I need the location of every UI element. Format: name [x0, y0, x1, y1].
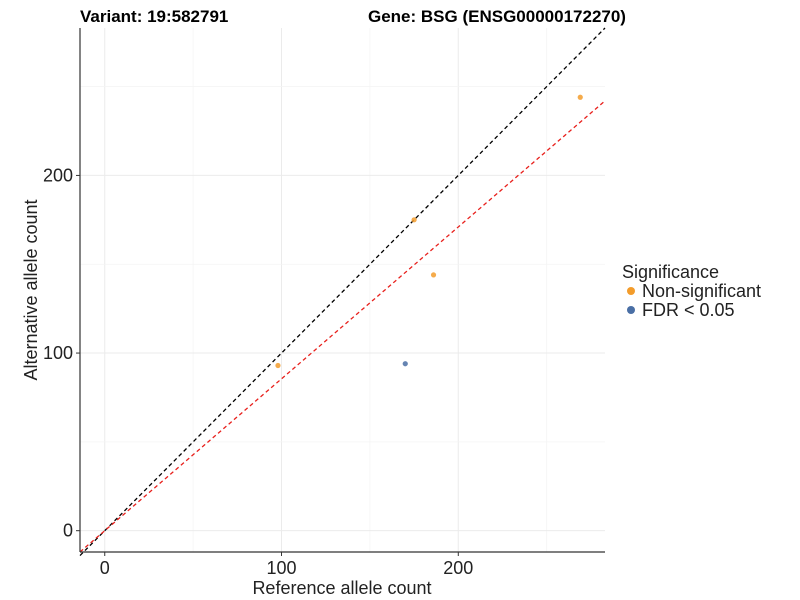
y-axis-ticks: 0 100 200 [43, 165, 80, 541]
chart-title-variant: Variant: 19:582791 [80, 7, 228, 26]
point-non-significant [430, 272, 437, 278]
point-non-significant [577, 94, 583, 100]
y-tick-label: 100 [43, 343, 73, 363]
y-tick-label: 0 [63, 521, 73, 541]
x-tick-label: 200 [443, 558, 473, 578]
point-non-significant [411, 217, 417, 223]
legend-key [627, 287, 635, 295]
legend-label: Non-significant [642, 281, 761, 301]
x-tick-label: 0 [100, 558, 110, 578]
legend-label: FDR < 0.05 [642, 300, 735, 320]
y-axis-label: Alternative allele count [21, 199, 41, 380]
x-axis-ticks: 0 100 200 [100, 552, 473, 578]
identity-line [79, 27, 606, 557]
legend-key [627, 306, 635, 314]
chart-title-gene: Gene: BSG (ENSG00000172270) [368, 7, 626, 26]
point-significant [402, 361, 408, 367]
x-axis-label: Reference allele count [252, 578, 431, 598]
y-tick-label: 200 [43, 165, 73, 185]
reference-lines [79, 27, 606, 557]
x-tick-label: 100 [266, 558, 296, 578]
point-non-significant [275, 362, 281, 369]
legend-title: Significance [622, 262, 719, 282]
grid [80, 28, 605, 552]
data-points [275, 94, 583, 369]
fitted-line [79, 100, 606, 553]
